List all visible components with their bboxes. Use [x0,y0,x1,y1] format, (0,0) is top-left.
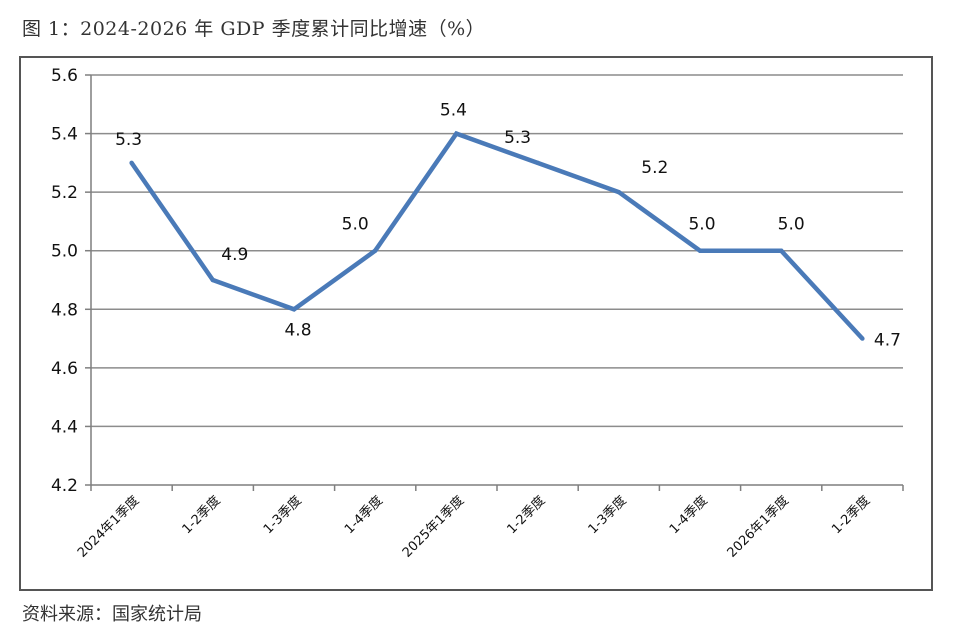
x-tick-label: 2026年1季度 [724,493,792,561]
data-point [373,248,378,253]
x-tick-label: 1-4季度 [341,493,386,538]
data-label: 5.3 [504,128,531,148]
data-point [129,160,134,166]
x-tick-label: 1-4季度 [666,493,711,538]
y-tick-label: 4.2 [51,476,78,496]
x-tick-label: 1-3季度 [260,493,305,538]
data-point [697,248,703,253]
line-chart: 4.2 4.4 4.6 4.8 5.0 5.2 5.4 5.6 2024年1季度 1-2季度 1-3… [51,66,904,561]
data-label: 5.0 [778,215,805,235]
data-point [291,307,297,312]
x-tick-label: 2024年1季度 [74,493,142,561]
y-tick-label: 5.2 [51,183,78,203]
data-point [616,189,621,195]
x-tick-label: 1-2季度 [504,493,549,538]
data-label: 5.2 [641,158,668,178]
data-label: 4.8 [284,320,311,340]
chart-frame: 4.2 4.4 4.6 4.8 5.0 5.2 5.4 5.6 2024年1季度 1-2季度 1-3… [19,56,933,591]
data-label: 5.4 [440,101,467,121]
source-note: 资料来源：国家统计局 [22,604,202,625]
data-label: 5.3 [115,130,142,150]
y-tick-label: 5.0 [51,242,78,262]
data-point [779,248,784,253]
data-point [860,336,865,341]
data-label: 4.7 [874,331,901,351]
y-tick-label: 5.4 [51,125,78,145]
data-point [210,277,215,283]
y-tick-label: 4.8 [51,300,78,320]
data-label: 5.0 [688,215,715,235]
data-label: 5.0 [342,215,369,235]
data-point [535,160,540,166]
series-line [129,130,865,341]
y-tick-label: 5.6 [51,66,78,86]
y-tick-label: 4.4 [51,417,78,437]
x-tick-label: 1-3季度 [585,493,630,538]
data-label: 4.9 [221,245,248,265]
figure-title: 图 1：2024-2026 年 GDP 季度累计同比增速（%） [22,18,486,40]
y-tick-label: 4.6 [51,359,78,379]
data-point [454,131,459,136]
x-tick-label: 2025年1季度 [399,493,467,561]
x-tick-label: 1-2季度 [179,493,224,538]
x-tick-label: 1-2季度 [829,493,874,538]
